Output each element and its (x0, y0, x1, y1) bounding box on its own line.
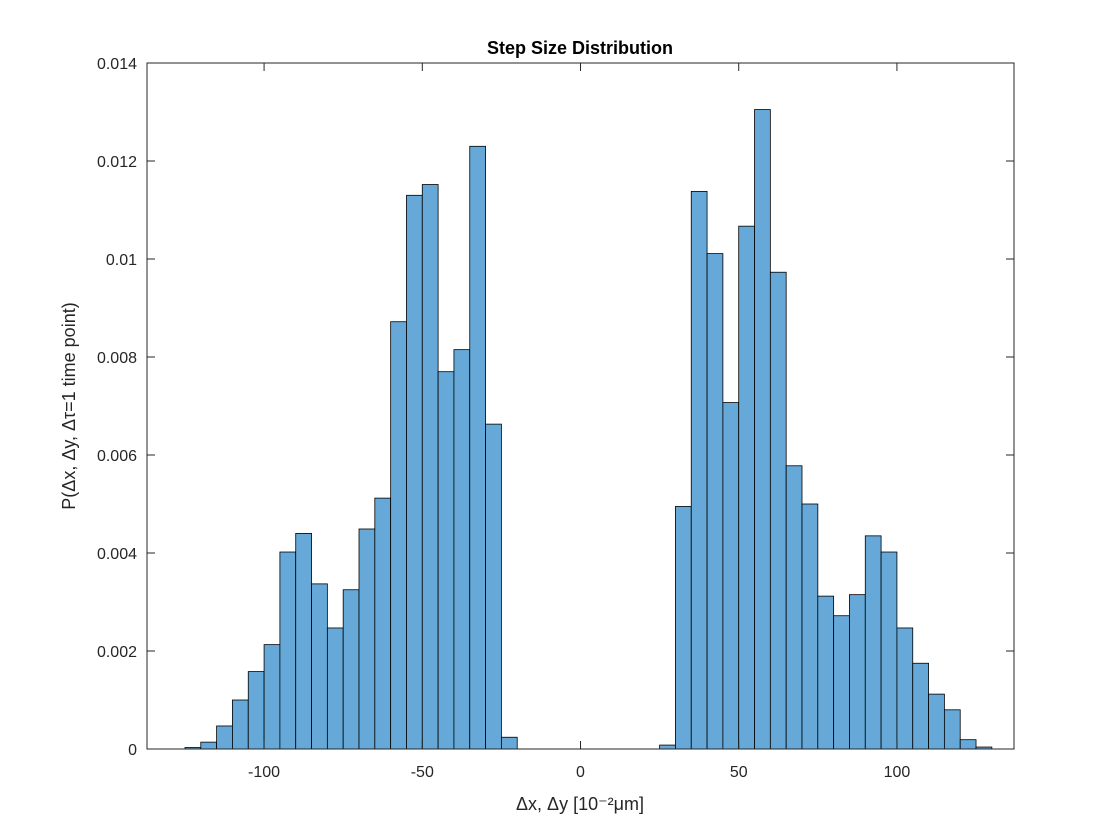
y-tick-label: 0.006 (97, 448, 137, 465)
histogram-bar (769, 271, 787, 750)
histogram-bar (326, 627, 344, 750)
histogram-bar (342, 589, 360, 750)
histogram-bar (785, 465, 803, 750)
y-tick-label: 0.008 (97, 350, 137, 367)
histogram-bar (437, 371, 455, 750)
histogram-bar (469, 145, 486, 750)
histogram-bar (912, 662, 929, 750)
histogram-bar (453, 349, 471, 750)
histogram-bar (833, 615, 850, 750)
histogram-bar (232, 699, 249, 750)
histogram-bar (247, 671, 265, 750)
histogram-bar (880, 551, 898, 750)
histogram-bar (754, 109, 771, 750)
histogram-bar (263, 644, 281, 750)
histogram-bar (500, 736, 518, 750)
histogram-bar (738, 225, 755, 750)
histogram-bar (311, 583, 328, 750)
ticks-group: -100 -50 0 50 100 0 0.002 0.004 0.006 0.008 0.01 0.… (97, 56, 1014, 781)
histogram-bar (406, 194, 423, 750)
histogram-bar (690, 190, 708, 750)
y-axis-label: P(Δx, Δy, Δτ=1 time point) (59, 302, 79, 509)
x-axis-label: Δx, Δy [10⁻²μm] (516, 794, 644, 814)
histogram-bar (295, 533, 312, 750)
histogram-bar (358, 528, 376, 750)
x-tick-label: 50 (730, 764, 748, 781)
bars-group (184, 109, 993, 750)
histogram-bar (817, 595, 835, 750)
histogram-bar (849, 594, 866, 750)
chart-title: Step Size Distribution (487, 38, 673, 58)
histogram-bar (706, 253, 724, 750)
histogram-bar (374, 497, 392, 750)
x-tick-label: -100 (248, 764, 280, 781)
histogram-bar (485, 423, 502, 750)
histogram-bar (200, 741, 218, 750)
y-tick-label: 0.012 (97, 154, 137, 171)
histogram-bar (943, 709, 961, 750)
y-tick-label: 0.002 (97, 644, 137, 661)
histogram-bar (959, 739, 977, 750)
x-tick-label: 100 (884, 764, 911, 781)
histogram-bar (279, 551, 297, 750)
histogram-bar (928, 693, 945, 750)
y-tick-label: 0.014 (97, 56, 137, 73)
histogram-bar (722, 402, 740, 750)
x-tick-label: 0 (576, 764, 585, 781)
histogram-bar (421, 184, 439, 750)
x-tick-label: -50 (411, 764, 434, 781)
histogram-bar (216, 725, 233, 750)
histogram-bar (390, 321, 407, 750)
histogram-bar (864, 535, 882, 750)
histogram-bar (801, 503, 819, 750)
histogram-bar (675, 506, 692, 750)
histogram-bar (659, 744, 676, 750)
y-tick-label: 0.01 (106, 252, 137, 269)
y-tick-label: 0.004 (97, 546, 137, 563)
y-tick-label: 0 (128, 742, 137, 759)
histogram-bar (896, 627, 914, 750)
